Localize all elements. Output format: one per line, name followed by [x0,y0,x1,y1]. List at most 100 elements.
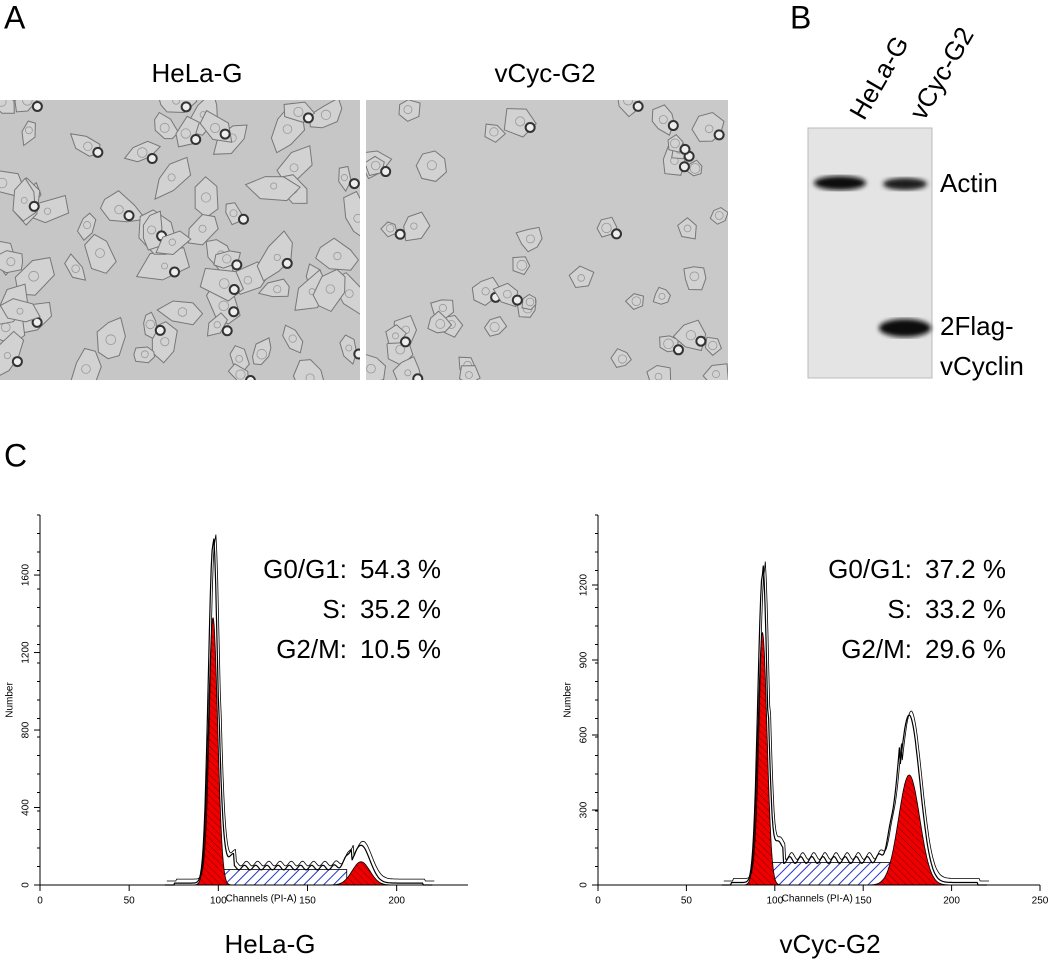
round-cell [92,146,104,158]
round-cell [231,259,243,271]
round-cell [380,166,392,178]
x-tick-label: 50 [124,896,136,907]
cell [292,359,325,380]
nucleus [426,160,437,171]
cell [484,123,507,143]
histogram-title: vCyc-G2 [779,929,880,959]
nucleus [370,160,381,171]
cell [398,100,421,122]
y-tick-label: 0 [21,882,32,888]
nucleus [140,350,149,359]
cell [646,364,672,380]
cell [568,265,595,289]
histogram-title: HeLa-G [224,929,315,959]
x-axis-label: Channels (PI-A) [226,894,297,905]
cell [403,211,431,242]
cell [315,237,360,271]
nucleus [293,106,304,117]
nucleus [525,234,535,244]
nucleus [516,259,528,271]
cell [251,337,272,366]
cell [667,134,684,153]
stat-label: S: [322,594,347,624]
nucleus [198,224,207,233]
nucleus [392,332,399,340]
s-phase [769,862,896,886]
cell [76,212,97,241]
nucleus [159,122,170,133]
nucleus [435,319,446,329]
nucleus [670,138,680,149]
stat-value: 37.2 % [925,554,1006,584]
lane-label: vCyc-G2 [903,22,980,125]
nucleus [685,330,696,341]
x-tick-label: 0 [37,896,43,907]
panel-label: A [4,0,26,35]
band [814,176,866,190]
histogram-outline [164,538,433,886]
round-cell [667,120,679,132]
nucleus [222,254,232,264]
image-title: HeLa-G [151,58,242,88]
nucleus [481,287,490,296]
cell [156,300,204,326]
stat-label: G0/G1: [263,554,347,584]
round-cell [632,100,644,112]
nucleus [658,292,666,300]
cell [21,120,36,147]
cell [392,356,423,380]
peak-hatch [866,775,952,885]
x-tick-label: 0 [595,896,601,907]
nucleus [273,285,282,294]
cell [0,250,24,274]
cell [483,316,508,337]
nucleus [525,297,535,307]
band [879,319,931,337]
nucleus [683,224,692,233]
round-cell [28,200,40,212]
nucleus [71,264,80,273]
round-cell [412,373,424,380]
histograms: 0 50 100 150 200 0 400 800 1200 1600 Number Channel… [5,514,1049,959]
round-cell [154,324,166,336]
nucleus [714,211,724,220]
y-tick-label: 0 [579,882,590,888]
nucleus [438,303,447,312]
y-axis-label: Number [563,682,574,718]
cell [194,176,219,219]
nucleus [631,296,642,306]
nucleus [25,126,33,135]
y-tick-label: 900 [579,651,590,668]
x-axis-label: Channels (PI-A) [782,894,853,905]
cell [427,310,453,334]
cell [343,190,360,237]
cell [521,293,537,311]
nucleus [0,100,7,107]
y-axis-label: Number [5,682,16,718]
nucleus [366,363,376,374]
nucleus [83,221,92,230]
nucleus [6,257,16,267]
nucleus [218,300,229,312]
nucleus [160,337,170,347]
x-tick-label: 200 [388,896,405,907]
nucleus [167,173,176,182]
x-tick-label: 100 [766,896,783,907]
nucleus [136,147,148,158]
nucleus [353,213,360,223]
cell [0,330,25,376]
nucleus [282,124,293,134]
nucleus [577,274,585,282]
nucleus [333,251,342,261]
nucleus [503,289,512,299]
stat-label: G0/G1: [828,554,912,584]
cell [512,256,531,276]
round-cell [228,284,240,296]
nucleus [235,369,246,380]
peak-hatch [325,861,397,885]
nucleus [3,351,11,360]
nucleus [465,371,473,379]
round-cell [695,335,707,347]
cell [155,230,192,256]
